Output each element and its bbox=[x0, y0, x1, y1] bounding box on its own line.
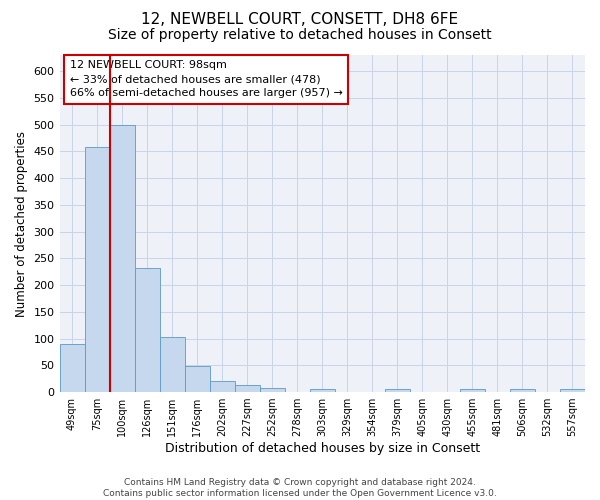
Bar bbox=[209, 382, 235, 392]
X-axis label: Distribution of detached houses by size in Consett: Distribution of detached houses by size … bbox=[165, 442, 480, 455]
Text: 12, NEWBELL COURT, CONSETT, DH8 6FE: 12, NEWBELL COURT, CONSETT, DH8 6FE bbox=[142, 12, 458, 28]
Bar bbox=[235, 385, 260, 392]
Text: Size of property relative to detached houses in Consett: Size of property relative to detached ho… bbox=[108, 28, 492, 42]
Bar bbox=[260, 388, 285, 392]
Bar bbox=[310, 389, 335, 392]
Text: Contains HM Land Registry data © Crown copyright and database right 2024.
Contai: Contains HM Land Registry data © Crown c… bbox=[103, 478, 497, 498]
Bar bbox=[59, 344, 85, 392]
Bar bbox=[85, 147, 110, 392]
Bar bbox=[510, 390, 535, 392]
Bar bbox=[160, 337, 185, 392]
Bar bbox=[134, 268, 160, 392]
Bar bbox=[110, 124, 134, 392]
Bar bbox=[185, 366, 209, 392]
Y-axis label: Number of detached properties: Number of detached properties bbox=[15, 130, 28, 316]
Bar bbox=[385, 390, 410, 392]
Bar bbox=[460, 390, 485, 392]
Text: 12 NEWBELL COURT: 98sqm
← 33% of detached houses are smaller (478)
66% of semi-d: 12 NEWBELL COURT: 98sqm ← 33% of detache… bbox=[70, 60, 343, 98]
Bar bbox=[560, 390, 585, 392]
